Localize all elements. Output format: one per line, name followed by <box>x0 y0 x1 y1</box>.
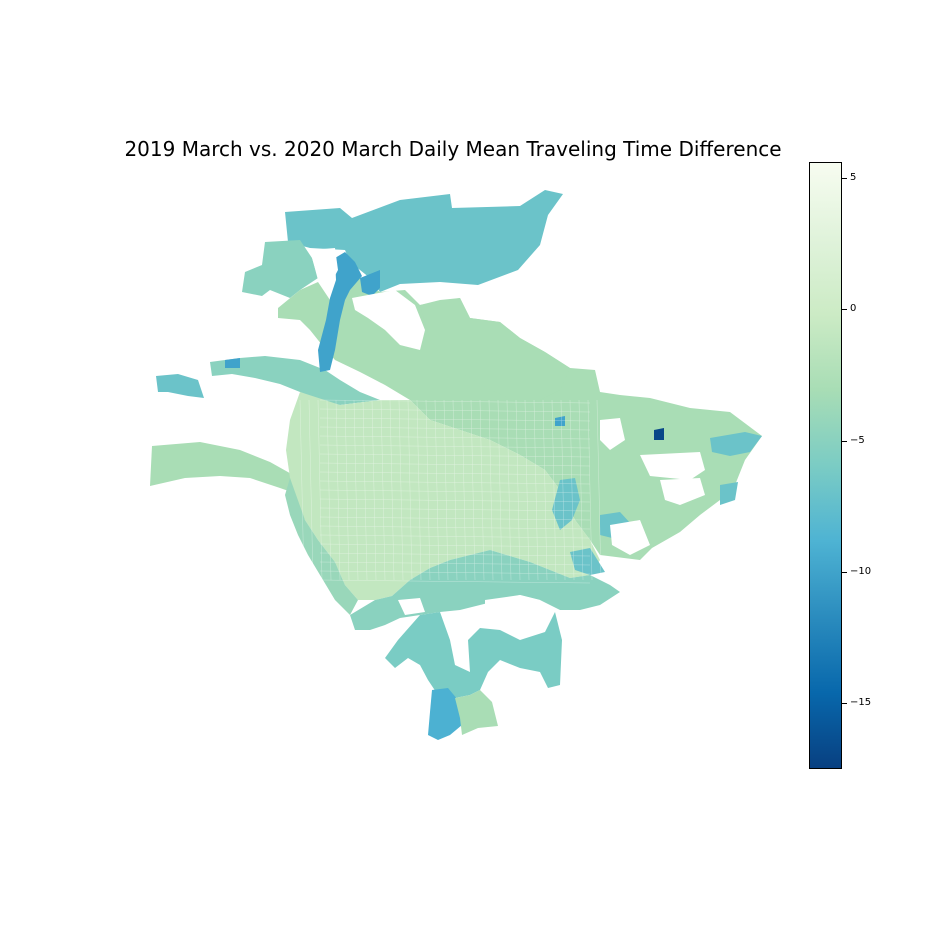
region <box>242 240 318 298</box>
colorbar-tick <box>842 309 847 311</box>
region <box>150 442 300 495</box>
region <box>225 358 240 368</box>
region <box>385 612 562 698</box>
region <box>360 270 380 296</box>
region <box>286 392 600 600</box>
region <box>285 190 563 292</box>
colorbar-tick-label: −5 <box>850 434 865 446</box>
colorbar-tick <box>842 571 847 573</box>
region <box>555 416 565 426</box>
region <box>285 478 358 615</box>
region <box>552 478 580 530</box>
region <box>654 428 664 440</box>
region <box>455 690 498 735</box>
region <box>710 432 762 456</box>
colorbar-tick <box>842 440 847 442</box>
region <box>420 298 570 400</box>
colorbar-tick-label: −15 <box>850 697 872 709</box>
region <box>428 688 462 740</box>
tract-boundaries <box>299 399 602 584</box>
region <box>278 278 762 560</box>
region <box>156 374 204 398</box>
map-holes <box>310 248 705 632</box>
region <box>318 252 362 372</box>
map-title: 2019 March vs. 2020 March Daily Mean Tra… <box>124 137 782 161</box>
region <box>720 482 738 505</box>
colorbar <box>809 162 842 769</box>
region <box>210 356 380 405</box>
colorbar-tick-label: 0 <box>850 303 857 315</box>
colorbar-tick-label: 5 <box>850 171 857 183</box>
colorbar-tick <box>842 177 847 179</box>
colorbar-tick <box>842 703 847 705</box>
colorbar-tick-label: −10 <box>850 565 872 577</box>
region <box>570 548 605 575</box>
